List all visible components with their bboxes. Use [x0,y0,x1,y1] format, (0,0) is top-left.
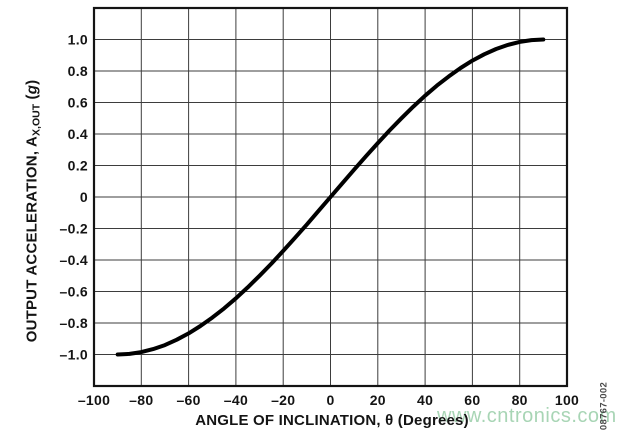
x-tick-label: 40 [417,392,433,408]
y-axis-title-unit: g [23,84,41,95]
y-tick-label: 0.8 [68,63,88,79]
x-tick-label: 80 [512,392,528,408]
x-tick-label: –60 [176,392,200,408]
y-tick-label: –0.4 [60,252,88,268]
y-tick-label: –0.8 [60,315,88,331]
x-tick-label: –40 [224,392,248,408]
x-tick-label: 0 [326,392,334,408]
plot-border [92,6,569,388]
watermark: www.cntronics.com [437,405,617,427]
y-axis-title-subscript: X,OUT [30,103,43,136]
x-tick-label: –100 [78,392,110,408]
y-tick-label: 0 [80,189,88,205]
y-axis-title: OUTPUT ACCELERATION, AX,OUT (g) [24,80,43,343]
y-tick-label: –0.6 [60,284,88,300]
y-tick-label: 0.2 [68,158,88,174]
x-tick-label: 20 [370,392,386,408]
x-tick-label: 60 [464,392,480,408]
x-tick-label: 100 [555,392,579,408]
figure-number: 08767-002 [598,381,610,431]
y-axis-title-text: OUTPUT ACCELERATION, A [23,135,41,343]
y-tick-label: –0.2 [60,221,88,237]
y-axis-title-paren-close: ) [23,79,41,85]
y-tick-label: 1.0 [68,32,88,48]
y-axis-title-paren: ( [23,94,41,104]
y-tick-label: 0.4 [68,126,88,142]
y-tick-label: –1.0 [60,347,88,363]
data-curve [115,37,546,357]
x-tick-label: –80 [129,392,153,408]
x-axis-title: ANGLE OF INCLINATION, θ (Degrees) [195,412,469,429]
y-tick-label: 0.6 [68,95,88,111]
x-tick-label: –20 [271,392,295,408]
